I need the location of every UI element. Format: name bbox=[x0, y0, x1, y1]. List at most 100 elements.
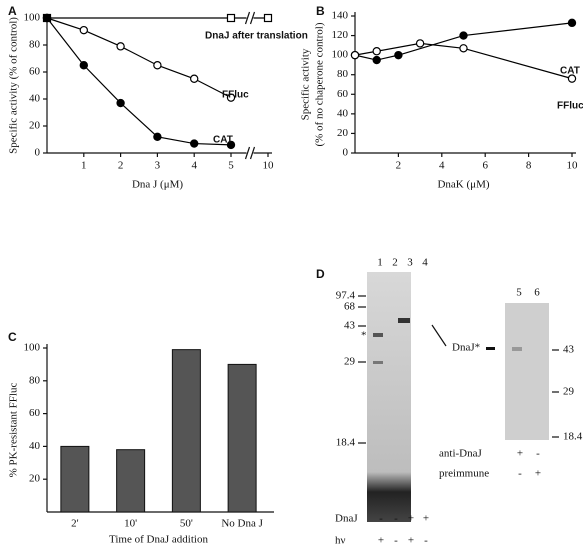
y-tick-label: 140 bbox=[332, 10, 349, 22]
marker bbox=[459, 44, 468, 53]
y-tick-label: 60 bbox=[337, 88, 349, 100]
series-label: CAT bbox=[213, 135, 233, 146]
y-tick-label: 20 bbox=[29, 473, 41, 485]
band bbox=[373, 361, 383, 364]
y-tick-label: 40 bbox=[29, 440, 41, 452]
marker bbox=[372, 55, 381, 65]
lane-number: 2 bbox=[392, 257, 398, 269]
panel-label: A bbox=[8, 4, 17, 18]
marker bbox=[79, 25, 89, 35]
y-axis-label: Specific activity bbox=[300, 48, 312, 120]
series-label: DnaJ after translation bbox=[205, 31, 308, 42]
series-label: FFluc bbox=[222, 90, 249, 101]
x-tick-label: No Dna J bbox=[221, 518, 263, 530]
x-tick-label: 2 bbox=[118, 160, 124, 172]
marker-label: 68 bbox=[344, 301, 356, 313]
marker bbox=[394, 50, 403, 60]
marker-label: 43 bbox=[563, 344, 575, 356]
axis-break bbox=[244, 146, 251, 160]
y-tick-label: 20 bbox=[29, 120, 41, 132]
marker-label: 97.4 bbox=[336, 290, 356, 302]
marker bbox=[415, 39, 425, 48]
panel-label: B bbox=[316, 4, 325, 18]
x-tick-label: 5 bbox=[228, 160, 234, 172]
marker bbox=[116, 98, 125, 108]
star: * bbox=[361, 330, 367, 342]
y-tick-label: 100 bbox=[332, 49, 349, 61]
sign: - bbox=[394, 535, 398, 545]
row-label: hν bbox=[335, 535, 346, 545]
x-tick-label: 4 bbox=[191, 160, 197, 172]
x-tick-label: 2' bbox=[71, 518, 79, 530]
y-tick-label: 20 bbox=[337, 127, 349, 139]
marker bbox=[153, 61, 162, 70]
x-tick-label: 8 bbox=[526, 160, 532, 172]
marker bbox=[79, 61, 89, 70]
panel-label: D bbox=[316, 267, 325, 281]
axis-break bbox=[249, 11, 256, 25]
y-tick-label: 40 bbox=[29, 93, 41, 105]
row-label: anti-DnaJ bbox=[439, 448, 482, 460]
axis-break-gap bbox=[246, 12, 254, 24]
marker-label: 29 bbox=[344, 356, 356, 368]
marker bbox=[226, 13, 236, 23]
x-tick-label: 10' bbox=[124, 518, 137, 530]
gel-right bbox=[505, 303, 549, 440]
sign: - bbox=[394, 513, 398, 525]
row-label: preimmune bbox=[439, 468, 489, 480]
band-label: DnaJ* bbox=[452, 342, 480, 354]
sign: + bbox=[408, 535, 414, 545]
marker bbox=[567, 74, 577, 83]
lane-number: 5 bbox=[516, 287, 522, 299]
x-tick-label: 2 bbox=[396, 160, 402, 172]
bar bbox=[116, 449, 146, 513]
line bbox=[46, 17, 232, 146]
y-tick-label: 120 bbox=[332, 29, 349, 41]
panel-label: C bbox=[8, 330, 17, 344]
row-label: DnaJ bbox=[335, 513, 358, 525]
marker bbox=[226, 93, 236, 102]
x-tick-label: 4 bbox=[439, 160, 445, 172]
marker-label: 29 bbox=[563, 386, 575, 398]
line bbox=[354, 22, 573, 61]
sign: + bbox=[535, 468, 541, 480]
marker bbox=[189, 74, 199, 83]
lane-number: 4 bbox=[422, 257, 428, 269]
x-axis-label: DnaK (μM) bbox=[437, 179, 489, 191]
x-tick-label: 10 bbox=[263, 160, 275, 172]
sign: - bbox=[518, 468, 522, 480]
sign: + bbox=[408, 513, 414, 525]
bar bbox=[227, 363, 257, 513]
y-tick-label: 0 bbox=[343, 147, 349, 159]
marker bbox=[372, 47, 381, 56]
pointer-line bbox=[431, 324, 447, 347]
marker-label: 18.4 bbox=[563, 431, 583, 443]
pointer-mark bbox=[486, 347, 495, 350]
x-tick-label: 3 bbox=[155, 160, 161, 172]
bar bbox=[60, 445, 90, 513]
x-axis-label: Time of DnaJ addition bbox=[109, 534, 208, 545]
sign: - bbox=[536, 448, 540, 460]
sign: + bbox=[423, 513, 429, 525]
marker-label: 43 bbox=[344, 320, 356, 332]
lane-number: 6 bbox=[534, 287, 540, 299]
marker bbox=[567, 18, 577, 28]
y-tick-label: 60 bbox=[29, 407, 41, 419]
axis-break bbox=[244, 11, 251, 25]
y-tick-label: 60 bbox=[29, 66, 41, 78]
sign: - bbox=[424, 535, 428, 545]
line bbox=[46, 17, 232, 99]
marker bbox=[350, 50, 360, 60]
band bbox=[373, 333, 383, 337]
y-tick-label: 100 bbox=[24, 342, 41, 354]
lane-number: 3 bbox=[407, 257, 413, 269]
marker bbox=[116, 42, 125, 51]
band bbox=[512, 347, 522, 351]
y-tick-label: 40 bbox=[337, 107, 349, 119]
sign: + bbox=[378, 535, 384, 545]
bar bbox=[171, 349, 201, 513]
y-tick-label: 80 bbox=[29, 374, 41, 386]
marker bbox=[263, 13, 273, 23]
